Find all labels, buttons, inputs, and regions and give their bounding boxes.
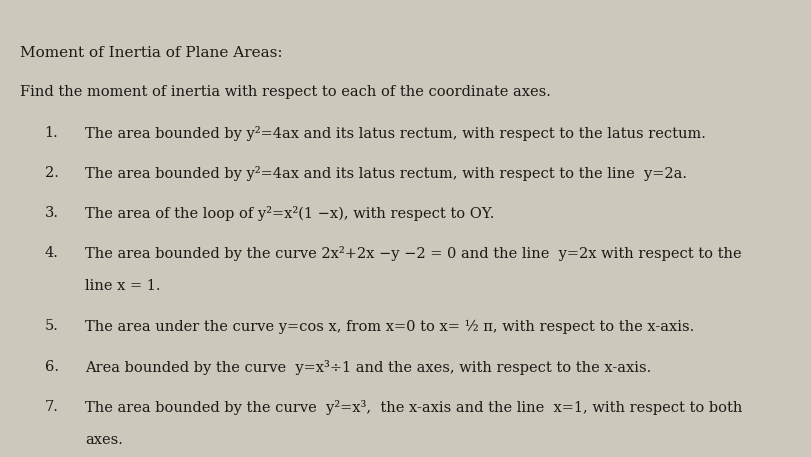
Text: Area bounded by the curve  y=x³÷1 and the axes, with respect to the x-axis.: Area bounded by the curve y=x³÷1 and the… <box>85 360 650 375</box>
Text: line x = 1.: line x = 1. <box>85 279 161 293</box>
Text: Moment of Inertia of Plane Areas:: Moment of Inertia of Plane Areas: <box>20 46 282 60</box>
Text: 3.: 3. <box>45 206 58 220</box>
Text: 1.: 1. <box>45 126 58 140</box>
Text: 7.: 7. <box>45 400 58 414</box>
Text: The area bounded by the curve 2x²+2x −y −2 = 0 and the line  y=2x with respect t: The area bounded by the curve 2x²+2x −y … <box>85 246 741 261</box>
Text: The area bounded by the curve  y²=x³,  the x-axis and the line  x=1, with respec: The area bounded by the curve y²=x³, the… <box>85 400 742 415</box>
Text: Find the moment of inertia with respect to each of the coordinate axes.: Find the moment of inertia with respect … <box>20 85 551 99</box>
Text: 5.: 5. <box>45 319 58 334</box>
Text: The area bounded by y²=4ax and its latus rectum, with respect to the latus rectu: The area bounded by y²=4ax and its latus… <box>85 126 706 141</box>
Text: 6.: 6. <box>45 360 58 374</box>
Text: 4.: 4. <box>45 246 58 260</box>
Text: The area of the loop of y²=x²(1 −x), with respect to OY.: The area of the loop of y²=x²(1 −x), wit… <box>85 206 494 221</box>
Text: The area bounded by y²=4ax and its latus rectum, with respect to the line  y=2a.: The area bounded by y²=4ax and its latus… <box>85 166 686 181</box>
Text: axes.: axes. <box>85 433 123 447</box>
Text: 2.: 2. <box>45 166 58 180</box>
Text: The area under the curve y=cos x, from x=0 to x= ½ π, with respect to the x-axis: The area under the curve y=cos x, from x… <box>85 319 693 334</box>
